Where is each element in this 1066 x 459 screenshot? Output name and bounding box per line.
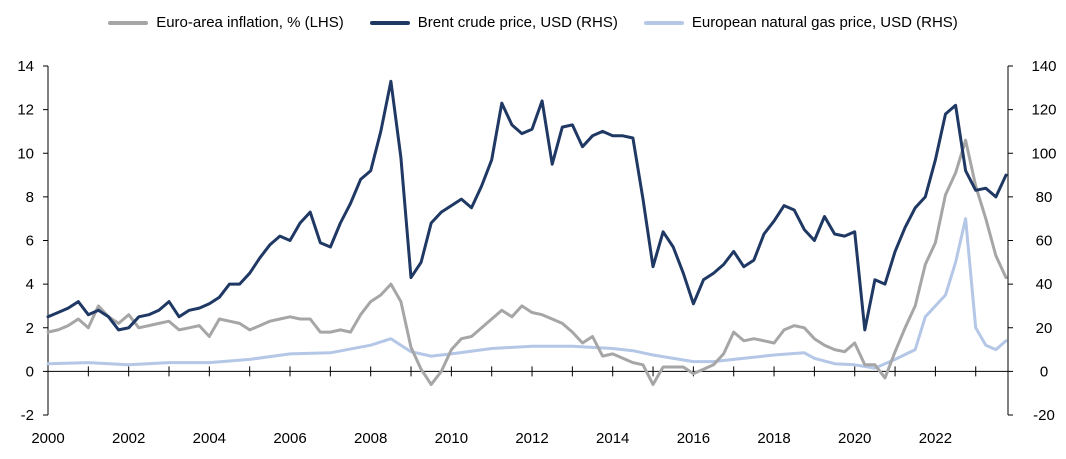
x-tick-label: 2020 bbox=[838, 430, 871, 447]
y-left-tick-label: 0 bbox=[26, 363, 34, 380]
legend-label-gas: European natural gas price, USD (RHS) bbox=[691, 14, 958, 31]
x-tick-label: 2004 bbox=[193, 430, 226, 447]
y-right-tick-label: 0 bbox=[1040, 363, 1048, 380]
series-line-2 bbox=[46, 217, 1008, 370]
y-left-tick-label: 6 bbox=[26, 233, 34, 250]
y-left-tick-label: -2 bbox=[21, 407, 34, 424]
legend-label-brent: Brent crude price, USD (RHS) bbox=[417, 14, 618, 31]
y-right-tick-label: 100 bbox=[1031, 145, 1056, 162]
y-right-tick-label: 80 bbox=[1036, 189, 1053, 206]
y-right-tick-label: 120 bbox=[1031, 102, 1056, 119]
legend-label-inflation: Euro-area inflation, % (LHS) bbox=[156, 14, 344, 31]
y-left-tick-label: 10 bbox=[17, 145, 34, 162]
y-right-tick-label: 40 bbox=[1036, 276, 1053, 293]
series-line-1 bbox=[46, 79, 1008, 332]
y-right-tick-label: 140 bbox=[1031, 58, 1056, 75]
y-left-tick-label: 4 bbox=[26, 276, 34, 293]
x-tick-label: 2002 bbox=[112, 430, 145, 447]
legend-item-gas: European natural gas price, USD (RHS) bbox=[643, 14, 958, 31]
legend-item-brent: Brent crude price, USD (RHS) bbox=[369, 14, 618, 31]
x-tick-label: 2014 bbox=[596, 430, 629, 447]
x-tick-label: 2016 bbox=[677, 430, 710, 447]
y-left-tick-label: 8 bbox=[26, 189, 34, 206]
x-tick-label: 2000 bbox=[31, 430, 64, 447]
legend-swatch-brent bbox=[369, 20, 410, 25]
x-tick-label: 2006 bbox=[273, 430, 306, 447]
x-tick-label: 2012 bbox=[515, 430, 548, 447]
y-left-tick-label: 12 bbox=[17, 102, 34, 119]
x-tick-label: 2018 bbox=[757, 430, 790, 447]
legend: Euro-area inflation, % (LHS) Brent crude… bbox=[0, 14, 1066, 31]
y-right-tick-label: 60 bbox=[1036, 233, 1053, 250]
x-tick-label: 2010 bbox=[435, 430, 468, 447]
x-tick-label: 2022 bbox=[919, 430, 952, 447]
y-right-tick-label: 20 bbox=[1036, 320, 1053, 337]
y-left-tick-label: 2 bbox=[26, 320, 34, 337]
series-line-0 bbox=[46, 138, 1008, 386]
x-tick-label: 2008 bbox=[354, 430, 387, 447]
legend-item-inflation: Euro-area inflation, % (LHS) bbox=[108, 14, 344, 31]
y-left-tick-label: 14 bbox=[17, 58, 34, 75]
legend-swatch-inflation bbox=[108, 20, 149, 25]
legend-swatch-gas bbox=[643, 20, 684, 25]
y-right-tick-label: -20 bbox=[1033, 407, 1055, 424]
